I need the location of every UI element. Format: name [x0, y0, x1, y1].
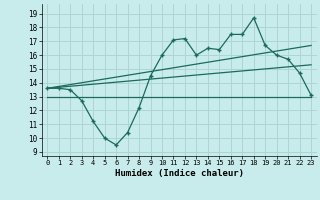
X-axis label: Humidex (Indice chaleur): Humidex (Indice chaleur) [115, 169, 244, 178]
